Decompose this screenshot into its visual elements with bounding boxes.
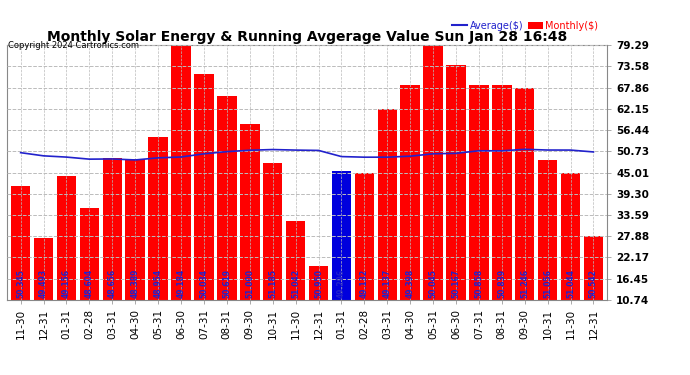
- Text: 49.137: 49.137: [383, 269, 392, 298]
- Text: 51.056: 51.056: [543, 269, 552, 298]
- Text: 50.345: 50.345: [16, 269, 25, 298]
- Bar: [79, 208, 99, 340]
- Bar: [286, 221, 306, 340]
- Bar: [332, 171, 351, 340]
- Bar: [424, 46, 443, 340]
- Text: 50.839: 50.839: [497, 269, 506, 298]
- Bar: [171, 45, 190, 340]
- Bar: [34, 238, 53, 340]
- Text: 51.185: 51.185: [268, 269, 277, 298]
- Bar: [400, 85, 420, 340]
- Text: 49.132: 49.132: [359, 269, 369, 298]
- Text: 48.954: 48.954: [154, 269, 163, 298]
- Text: 49.156: 49.156: [62, 269, 71, 298]
- Text: 49.493: 49.493: [39, 269, 48, 298]
- Text: 49.398: 49.398: [406, 269, 415, 298]
- Bar: [126, 159, 145, 340]
- Text: 51.042: 51.042: [291, 269, 300, 298]
- Text: Copyright 2024 Cartronics.com: Copyright 2024 Cartronics.com: [8, 41, 139, 50]
- Bar: [377, 109, 397, 340]
- Bar: [492, 85, 511, 340]
- Bar: [240, 124, 259, 340]
- Bar: [446, 64, 466, 340]
- Bar: [103, 158, 122, 340]
- Text: 50.858: 50.858: [475, 269, 484, 298]
- Text: 49.296: 49.296: [337, 269, 346, 298]
- Bar: [469, 85, 489, 340]
- Text: 50.034: 50.034: [199, 269, 208, 298]
- Legend: Average($), Monthly($): Average($), Monthly($): [448, 17, 602, 34]
- Text: 48.656: 48.656: [108, 269, 117, 298]
- Bar: [194, 74, 214, 340]
- Text: 50.167: 50.167: [451, 269, 460, 298]
- Title: Monthly Solar Energy & Running Avgerage Value Sun Jan 28 16:48: Monthly Solar Energy & Running Avgerage …: [47, 30, 567, 44]
- Bar: [561, 172, 580, 340]
- Text: 51.000: 51.000: [245, 269, 255, 298]
- Text: 50.619: 50.619: [222, 269, 231, 298]
- Text: 48.389: 48.389: [130, 269, 139, 298]
- Bar: [538, 159, 558, 340]
- Text: 48.604: 48.604: [85, 269, 94, 298]
- Text: 51.246: 51.246: [520, 269, 529, 298]
- Bar: [217, 96, 237, 340]
- Text: 50.542: 50.542: [589, 269, 598, 298]
- Text: 50.950: 50.950: [314, 269, 323, 298]
- Bar: [584, 236, 603, 340]
- Text: 49.184: 49.184: [177, 269, 186, 298]
- Bar: [355, 173, 374, 340]
- Bar: [148, 137, 168, 340]
- Bar: [263, 163, 282, 340]
- Bar: [515, 87, 535, 340]
- Bar: [57, 176, 76, 340]
- Bar: [11, 186, 30, 340]
- Text: 51.044: 51.044: [566, 269, 575, 298]
- Bar: [308, 266, 328, 340]
- Text: 50.045: 50.045: [428, 269, 437, 298]
